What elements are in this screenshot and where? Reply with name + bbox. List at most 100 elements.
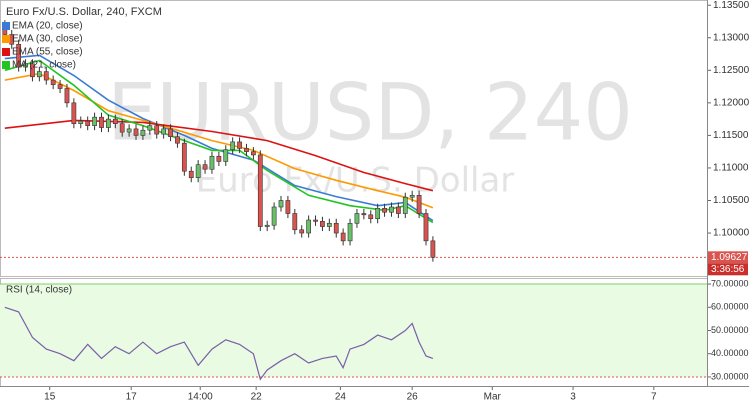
- candle-body: [106, 118, 111, 128]
- candle-body: [119, 123, 125, 133]
- legend-swatch: [2, 22, 10, 30]
- candle-body: [57, 84, 63, 89]
- candle-body: [50, 79, 56, 85]
- x-tick-label: 14:00: [188, 392, 213, 403]
- candle-body: [347, 222, 353, 242]
- indicator-line: [4, 72, 434, 209]
- chart-title: Euro Fx/U.S. Dollar, 240, FXCM: [6, 6, 162, 18]
- x-tick-label: 26: [407, 392, 419, 403]
- candle-body: [340, 232, 346, 242]
- candle-body: [396, 206, 401, 214]
- candle-body: [326, 222, 332, 227]
- candle-body: [71, 102, 77, 124]
- last-price-box: [708, 251, 748, 264]
- candle-body: [133, 128, 139, 136]
- candle-body: [313, 219, 318, 222]
- candle-body: [292, 213, 298, 231]
- x-tick-label: 17: [126, 392, 138, 403]
- legend-swatch: [2, 48, 10, 56]
- candle-body: [244, 148, 249, 152]
- last-price-label: 1.09627: [711, 252, 748, 263]
- candle-body: [64, 88, 70, 104]
- candle-body: [175, 136, 180, 144]
- candle-body: [264, 224, 270, 227]
- candle-body: [16, 43, 22, 68]
- candle-body: [402, 196, 408, 214]
- rsi-band-fill: [0, 284, 707, 377]
- legend-label: EMA (55, close): [12, 47, 83, 58]
- candle-body: [202, 164, 208, 170]
- candle-body: [237, 141, 242, 149]
- candle-body: [216, 155, 222, 162]
- candle-body: [430, 240, 436, 258]
- legend-label: EMA (20, close): [12, 21, 83, 32]
- y-tick-label: 50.00000: [711, 325, 749, 335]
- candle-body: [195, 164, 201, 179]
- candle-body: [320, 221, 325, 227]
- candle-body: [181, 142, 187, 172]
- candle-body: [285, 200, 291, 214]
- x-tick-label: 3: [570, 392, 576, 403]
- candle-body: [99, 116, 104, 128]
- candle-body: [333, 222, 339, 234]
- x-tick-label: 24: [335, 392, 347, 403]
- y-tick-label: 1.13000: [713, 32, 749, 43]
- candle-body: [126, 128, 132, 133]
- x-tick-label: 22: [251, 392, 263, 403]
- candle-body: [257, 154, 263, 227]
- candle-body: [85, 120, 91, 126]
- y-tick-label: 1.13500: [713, 0, 749, 11]
- candle-body: [409, 194, 415, 198]
- y-tick-label: 1.10000: [713, 228, 749, 239]
- candle-body: [251, 151, 256, 156]
- watermark-subtitle: Euro Fx/U.S. Dollar: [196, 161, 515, 201]
- candle-body: [368, 214, 374, 220]
- candle-body: [161, 128, 167, 135]
- candle-body: [354, 213, 360, 224]
- y-tick-label: 1.11000: [713, 163, 749, 174]
- candle-body: [92, 116, 97, 126]
- countdown: 3:36:56: [711, 264, 745, 275]
- legend-label: MA (21, close): [12, 60, 76, 71]
- candle-body: [230, 141, 236, 151]
- rsi-line: [4, 306, 434, 381]
- candle-body: [416, 194, 422, 214]
- y-tick-label: 30.00000: [711, 371, 749, 381]
- legend-swatch: [2, 35, 10, 43]
- candle-body: [306, 219, 311, 234]
- y-tick-label: 1.12500: [713, 65, 749, 76]
- candle-body: [23, 63, 28, 68]
- y-tick-label: 1.10500: [713, 195, 749, 206]
- y-tick-label: 70.00000: [711, 278, 749, 288]
- x-tick-label: Mar: [484, 392, 502, 403]
- candle-body: [299, 229, 305, 234]
- candle-body: [188, 170, 194, 179]
- candle-body: [78, 120, 84, 124]
- panel-title: RSI (14, close): [6, 285, 72, 296]
- y-tick-label: 1.12000: [713, 97, 749, 108]
- candle-body: [154, 125, 160, 135]
- candle-body: [140, 129, 146, 136]
- candle-body: [278, 200, 284, 208]
- candle-body: [30, 63, 35, 78]
- x-tick-label: 7: [651, 392, 657, 403]
- candle-body: [423, 213, 429, 242]
- candle-body: [43, 71, 49, 81]
- x-tick-label: 15: [44, 392, 56, 403]
- candle-body: [209, 155, 215, 170]
- candle-body: [271, 206, 277, 226]
- legend-label: EMA (30, close): [12, 34, 83, 45]
- candle-body: [223, 149, 229, 162]
- legend-swatch: [2, 61, 10, 69]
- countdown-box: [708, 263, 748, 276]
- candle-body: [147, 125, 153, 131]
- candle-body: [389, 206, 394, 213]
- y-tick-label: 40.00000: [711, 348, 749, 358]
- y-tick-label: 60.00000: [711, 302, 749, 312]
- candle-body: [112, 118, 118, 124]
- y-tick-label: 1.11500: [713, 130, 749, 141]
- candle-body: [361, 213, 367, 216]
- candle-body: [168, 128, 173, 137]
